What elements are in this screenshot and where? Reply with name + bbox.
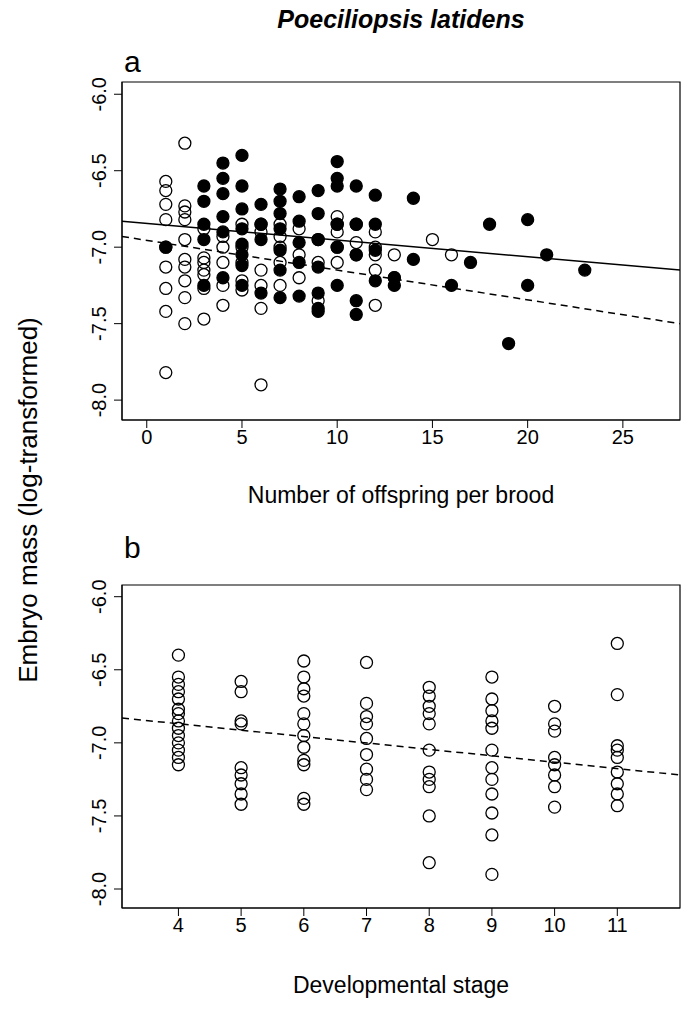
- svg-text:5: 5: [236, 426, 247, 448]
- html-text:Developmental stage: Developmental stage: [293, 972, 509, 998]
- svg-text:-7.5: -7.5: [88, 306, 110, 340]
- html-text:b: b: [124, 531, 141, 564]
- svg-text:8: 8: [424, 914, 435, 936]
- svg-text:10: 10: [543, 914, 565, 936]
- svg-text:-6.0: -6.0: [88, 579, 110, 613]
- svg-text:5: 5: [236, 914, 247, 936]
- html-text:Poeciliopsis latidens: Poeciliopsis latidens: [277, 5, 525, 33]
- svg-text:10: 10: [326, 426, 348, 448]
- svg-text:-8.0: -8.0: [88, 872, 110, 906]
- html-text:Number of offspring per brood: Number of offspring per brood: [247, 482, 555, 508]
- svg-text:9: 9: [486, 914, 497, 936]
- svg-text:25: 25: [612, 426, 634, 448]
- svg-text:-6.5: -6.5: [88, 153, 110, 187]
- svg-text:-8.0: -8.0: [88, 383, 110, 417]
- svg-text:-7.0: -7.0: [88, 726, 110, 760]
- svg-text:6: 6: [298, 914, 309, 936]
- svg-text:7: 7: [361, 914, 372, 936]
- svg-text:-6.5: -6.5: [88, 653, 110, 687]
- svg-text:15: 15: [421, 426, 443, 448]
- svg-text:11: 11: [607, 914, 628, 936]
- svg-text:-6.0: -6.0: [88, 77, 110, 111]
- svg-text:-7.0: -7.0: [88, 230, 110, 264]
- svg-text:4: 4: [173, 914, 184, 936]
- html-text:a: a: [124, 45, 141, 78]
- svg-text:0: 0: [141, 426, 152, 448]
- svg-text:-7.5: -7.5: [88, 799, 110, 833]
- svg-text:20: 20: [517, 426, 539, 448]
- html-text:Embryo mass (log-transformed): Embryo mass (log-transformed): [13, 317, 43, 683]
